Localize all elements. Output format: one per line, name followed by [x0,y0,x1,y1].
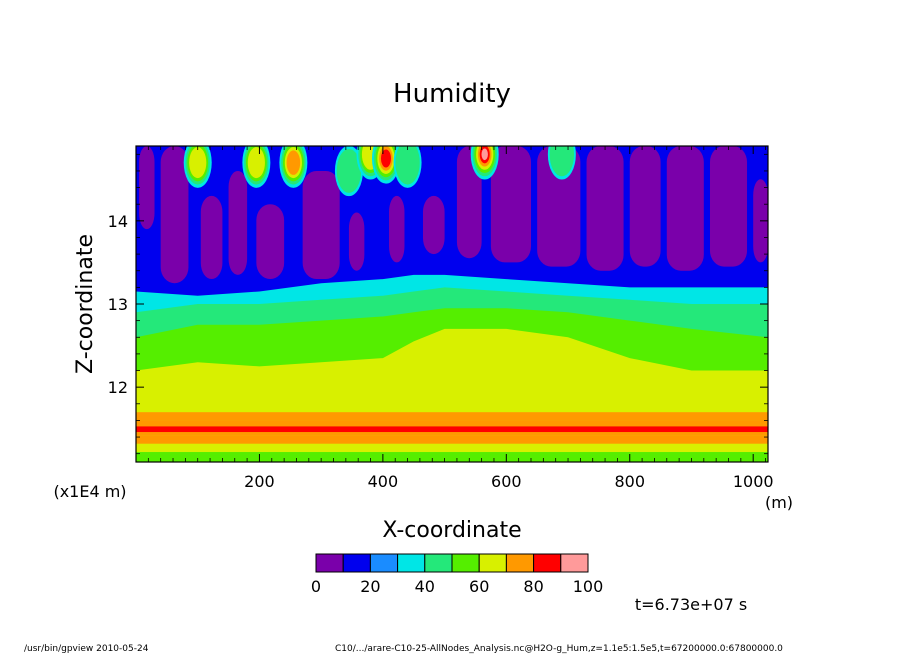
chart-title: Humidity [393,79,511,109]
hotspot-9-ring-1 [549,146,575,177]
footer-left: /usr/bin/gpview 2010-05-24 [24,644,149,654]
band-2 [136,435,768,444]
colorbar-swatch [505,553,535,573]
colorbar-swatch [424,553,453,573]
colorbar-swatch [560,553,589,573]
colorbar-swatch [451,553,480,573]
colorbar: 0 20 40 60 80 100 [311,553,604,596]
time-label: t=6.73e+07 s [635,595,747,614]
x-tick-label: 600 [491,472,522,491]
x-unit-label: (m) [765,493,793,512]
purple-region-5 [302,170,340,280]
band-4 [136,426,768,433]
purple-region-15 [709,146,748,267]
colorbar-swatch [315,553,344,573]
y-tick-label: 14 [108,212,128,231]
x-tick-label: 200 [244,472,275,491]
x-axis: 200 400 600 800 1000 [147,146,774,491]
purple-region-2 [200,195,223,280]
colorbar-swatch [397,553,426,573]
purple-region-0 [139,146,155,230]
colorbar-label: 40 [415,577,435,596]
colorbar-label: 60 [469,577,489,596]
purple-region-4 [256,204,285,280]
purple-region-3 [228,170,248,275]
colorbar-label: 0 [311,577,321,596]
band-6 [136,412,768,421]
y-axis: 12 13 14 [108,153,768,455]
x-tick-label: 400 [368,472,399,491]
y-tick-label: 13 [108,295,128,314]
colorbar-swatch [369,553,399,573]
purple-region-7 [389,195,405,263]
hotspot-7-ring-1 [395,146,420,185]
purple-region-10 [490,146,531,263]
band-7 [136,370,768,413]
hotspot-6-ring-5 [380,149,391,168]
x-axis-title: X-coordinate [382,518,521,543]
purple-region-12 [586,146,624,271]
colorbar-label: 80 [523,577,543,596]
colorbar-swatch [478,553,507,573]
y-axis-title: Z-coordinate [73,234,98,374]
purple-region-8 [422,195,445,255]
colorbar-swatch [342,553,371,573]
purple-region-6 [348,212,365,271]
hotspot-4-ring-1 [336,148,362,193]
band-1 [136,443,768,453]
purple-region-9 [456,146,482,259]
colorbar-label: 100 [573,577,604,596]
plot-area [136,146,768,462]
band-0 [136,452,768,462]
y-unit-label: (x1E4 m) [53,482,126,501]
hotspot-3-ring-4 [286,150,301,175]
purple-region-11 [537,146,581,267]
band-3 [136,432,768,436]
y-tick-label: 12 [108,378,128,397]
hotspot-8-ring-6 [481,148,488,161]
purple-region-13 [629,146,661,267]
hotspot-2-ring-3 [247,147,265,179]
x-tick-label: 800 [614,472,645,491]
footer-right: C10/.../arare-C10-25-AllNodes_Analysis.n… [335,644,783,654]
x-tick-label: 1000 [733,472,774,491]
purple-region-1 [160,146,189,284]
purple-region-14 [666,146,704,271]
colorbar-label: 20 [360,577,380,596]
hotspot-1-ring-3 [189,147,207,179]
band-5 [136,420,768,427]
colorbar-swatch [533,553,562,573]
